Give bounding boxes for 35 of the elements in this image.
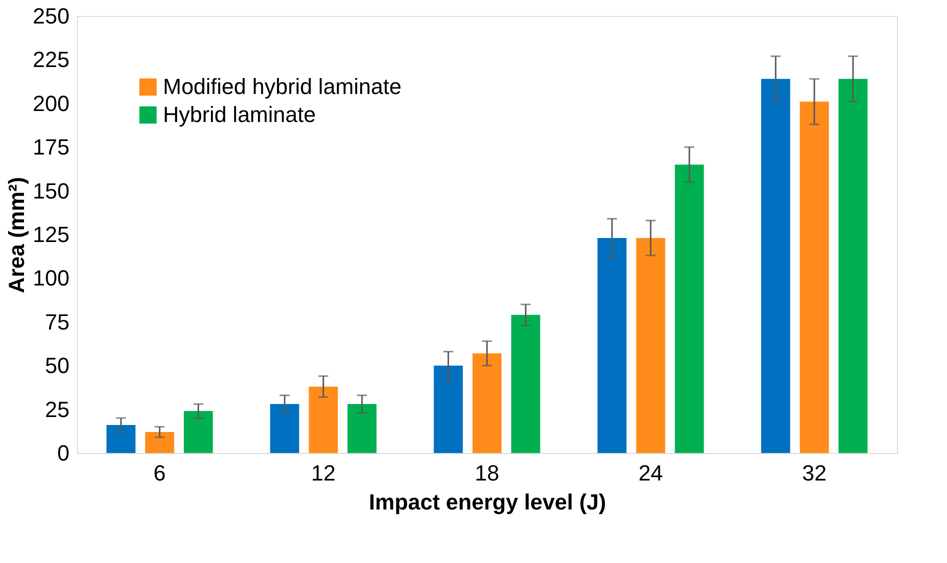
bar	[434, 366, 463, 453]
bar	[597, 238, 626, 453]
bar	[674, 164, 704, 453]
bar	[270, 404, 300, 453]
y-tick-label: 75	[45, 309, 70, 334]
x-tick-label: 6	[154, 460, 166, 486]
x-tick-label: 12	[311, 460, 336, 486]
y-tick-label: 150	[32, 178, 70, 204]
y-axis-title: Area (mm²)	[4, 176, 29, 294]
y-tick-label: 175	[32, 134, 70, 160]
bar	[145, 432, 174, 453]
bar	[636, 238, 666, 453]
bar	[106, 425, 136, 453]
x-tick-label: 32	[802, 460, 827, 486]
y-tick-label: 100	[32, 266, 70, 291]
bar	[348, 404, 377, 453]
y-tick-label: 125	[32, 222, 70, 247]
y-tick-label: 25	[45, 396, 70, 422]
y-tick-label: 250	[32, 4, 70, 28]
y-tick-label: 0	[57, 440, 70, 466]
y-tick-label: 200	[32, 90, 70, 116]
bar	[184, 411, 213, 453]
legend-label: Hybrid laminate	[163, 102, 316, 127]
y-tick-label: 225	[32, 47, 70, 72]
x-axis-title: Impact energy level (J)	[368, 490, 606, 514]
x-tick-label: 24	[638, 460, 663, 486]
y-tick-label: 50	[45, 353, 70, 378]
bar	[472, 353, 502, 453]
x-tick-label: 18	[474, 460, 500, 486]
bar	[308, 386, 338, 453]
bar	[511, 314, 540, 453]
legend-label: Modified hybrid laminate	[163, 74, 402, 99]
bar	[761, 78, 790, 453]
bar	[800, 102, 829, 453]
bar	[838, 78, 868, 453]
